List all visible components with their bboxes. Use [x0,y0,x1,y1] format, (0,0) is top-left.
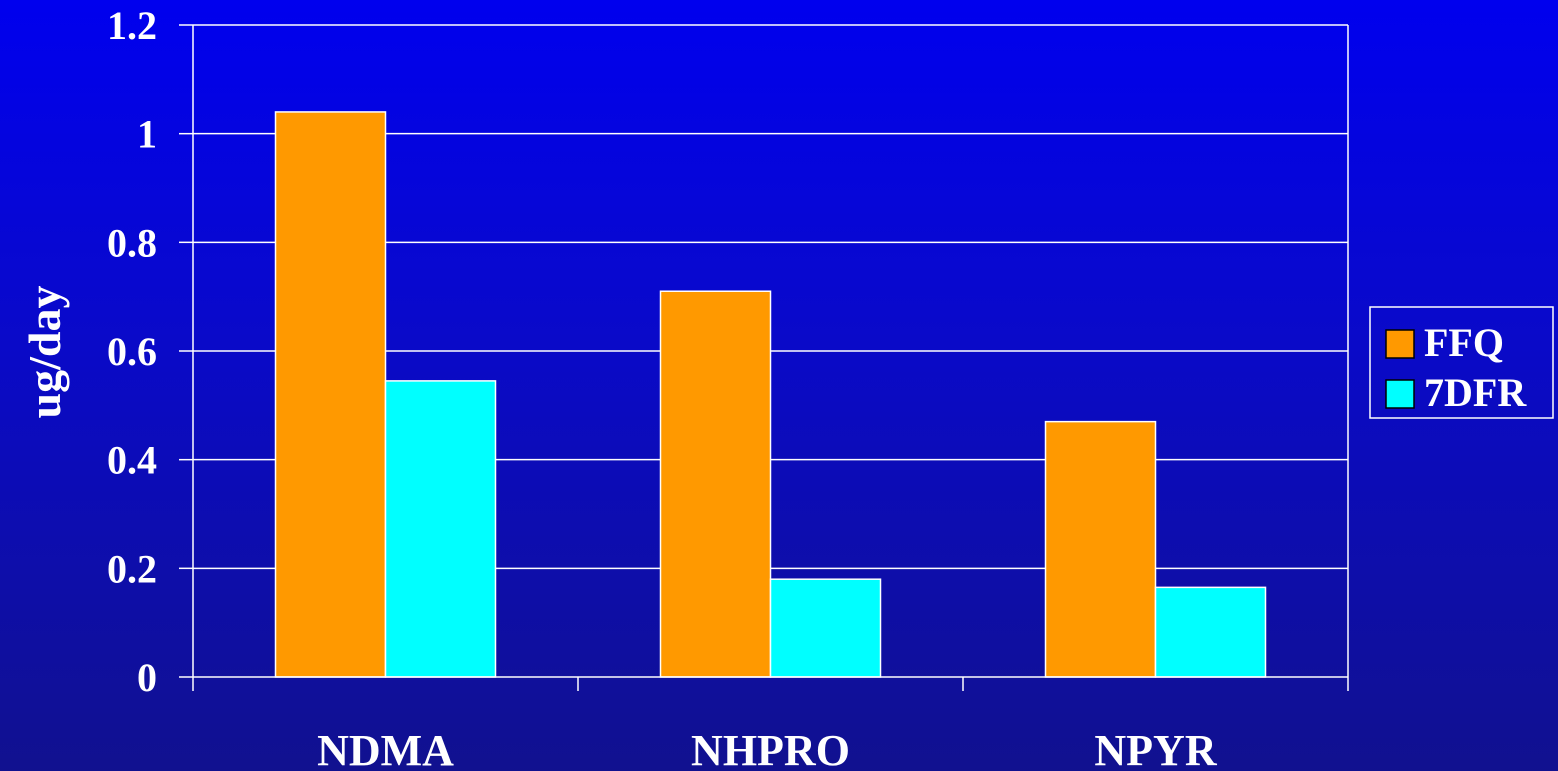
bar-ffq-npyr [1044,420,1157,678]
y-tick-label: 1 [137,112,157,157]
axes [192,25,1349,691]
y-tick-label: 0.4 [107,438,157,483]
bar-7dfr-nhpro [769,578,882,678]
bar-ffq-ndma [274,111,387,678]
y-tick-label: 0.2 [107,546,157,591]
x-category-label: NPYR [1094,726,1217,771]
bars [274,111,1267,678]
bar-7dfr-npyr [1154,586,1267,678]
legend-box [1369,306,1554,419]
y-tick-labels: 0 0.2 0.4 0.6 0.8 1 1.2 [107,3,157,700]
legend: FFQ 7DFR [1369,306,1554,419]
y-axis-title: ug/day [19,286,70,419]
x-category-label: NHPRO [691,726,850,771]
legend-swatch-7dfr [1385,379,1415,409]
y-tick-label: 0 [137,655,157,700]
y-tick-label: 0.8 [107,220,157,265]
bar-ffq-nhpro [659,290,772,678]
category-labels: NDMA NHPRO NPYR [317,726,1218,771]
legend-label-7dfr: 7DFR [1424,370,1527,415]
x-category-label: NDMA [317,726,454,771]
legend-label-ffq: FFQ [1424,320,1504,365]
y-tick-label: 0.6 [107,329,157,374]
legend-swatch-ffq [1385,329,1415,359]
y-tick-label: 1.2 [107,3,157,48]
bar-7dfr-ndma [384,380,497,678]
